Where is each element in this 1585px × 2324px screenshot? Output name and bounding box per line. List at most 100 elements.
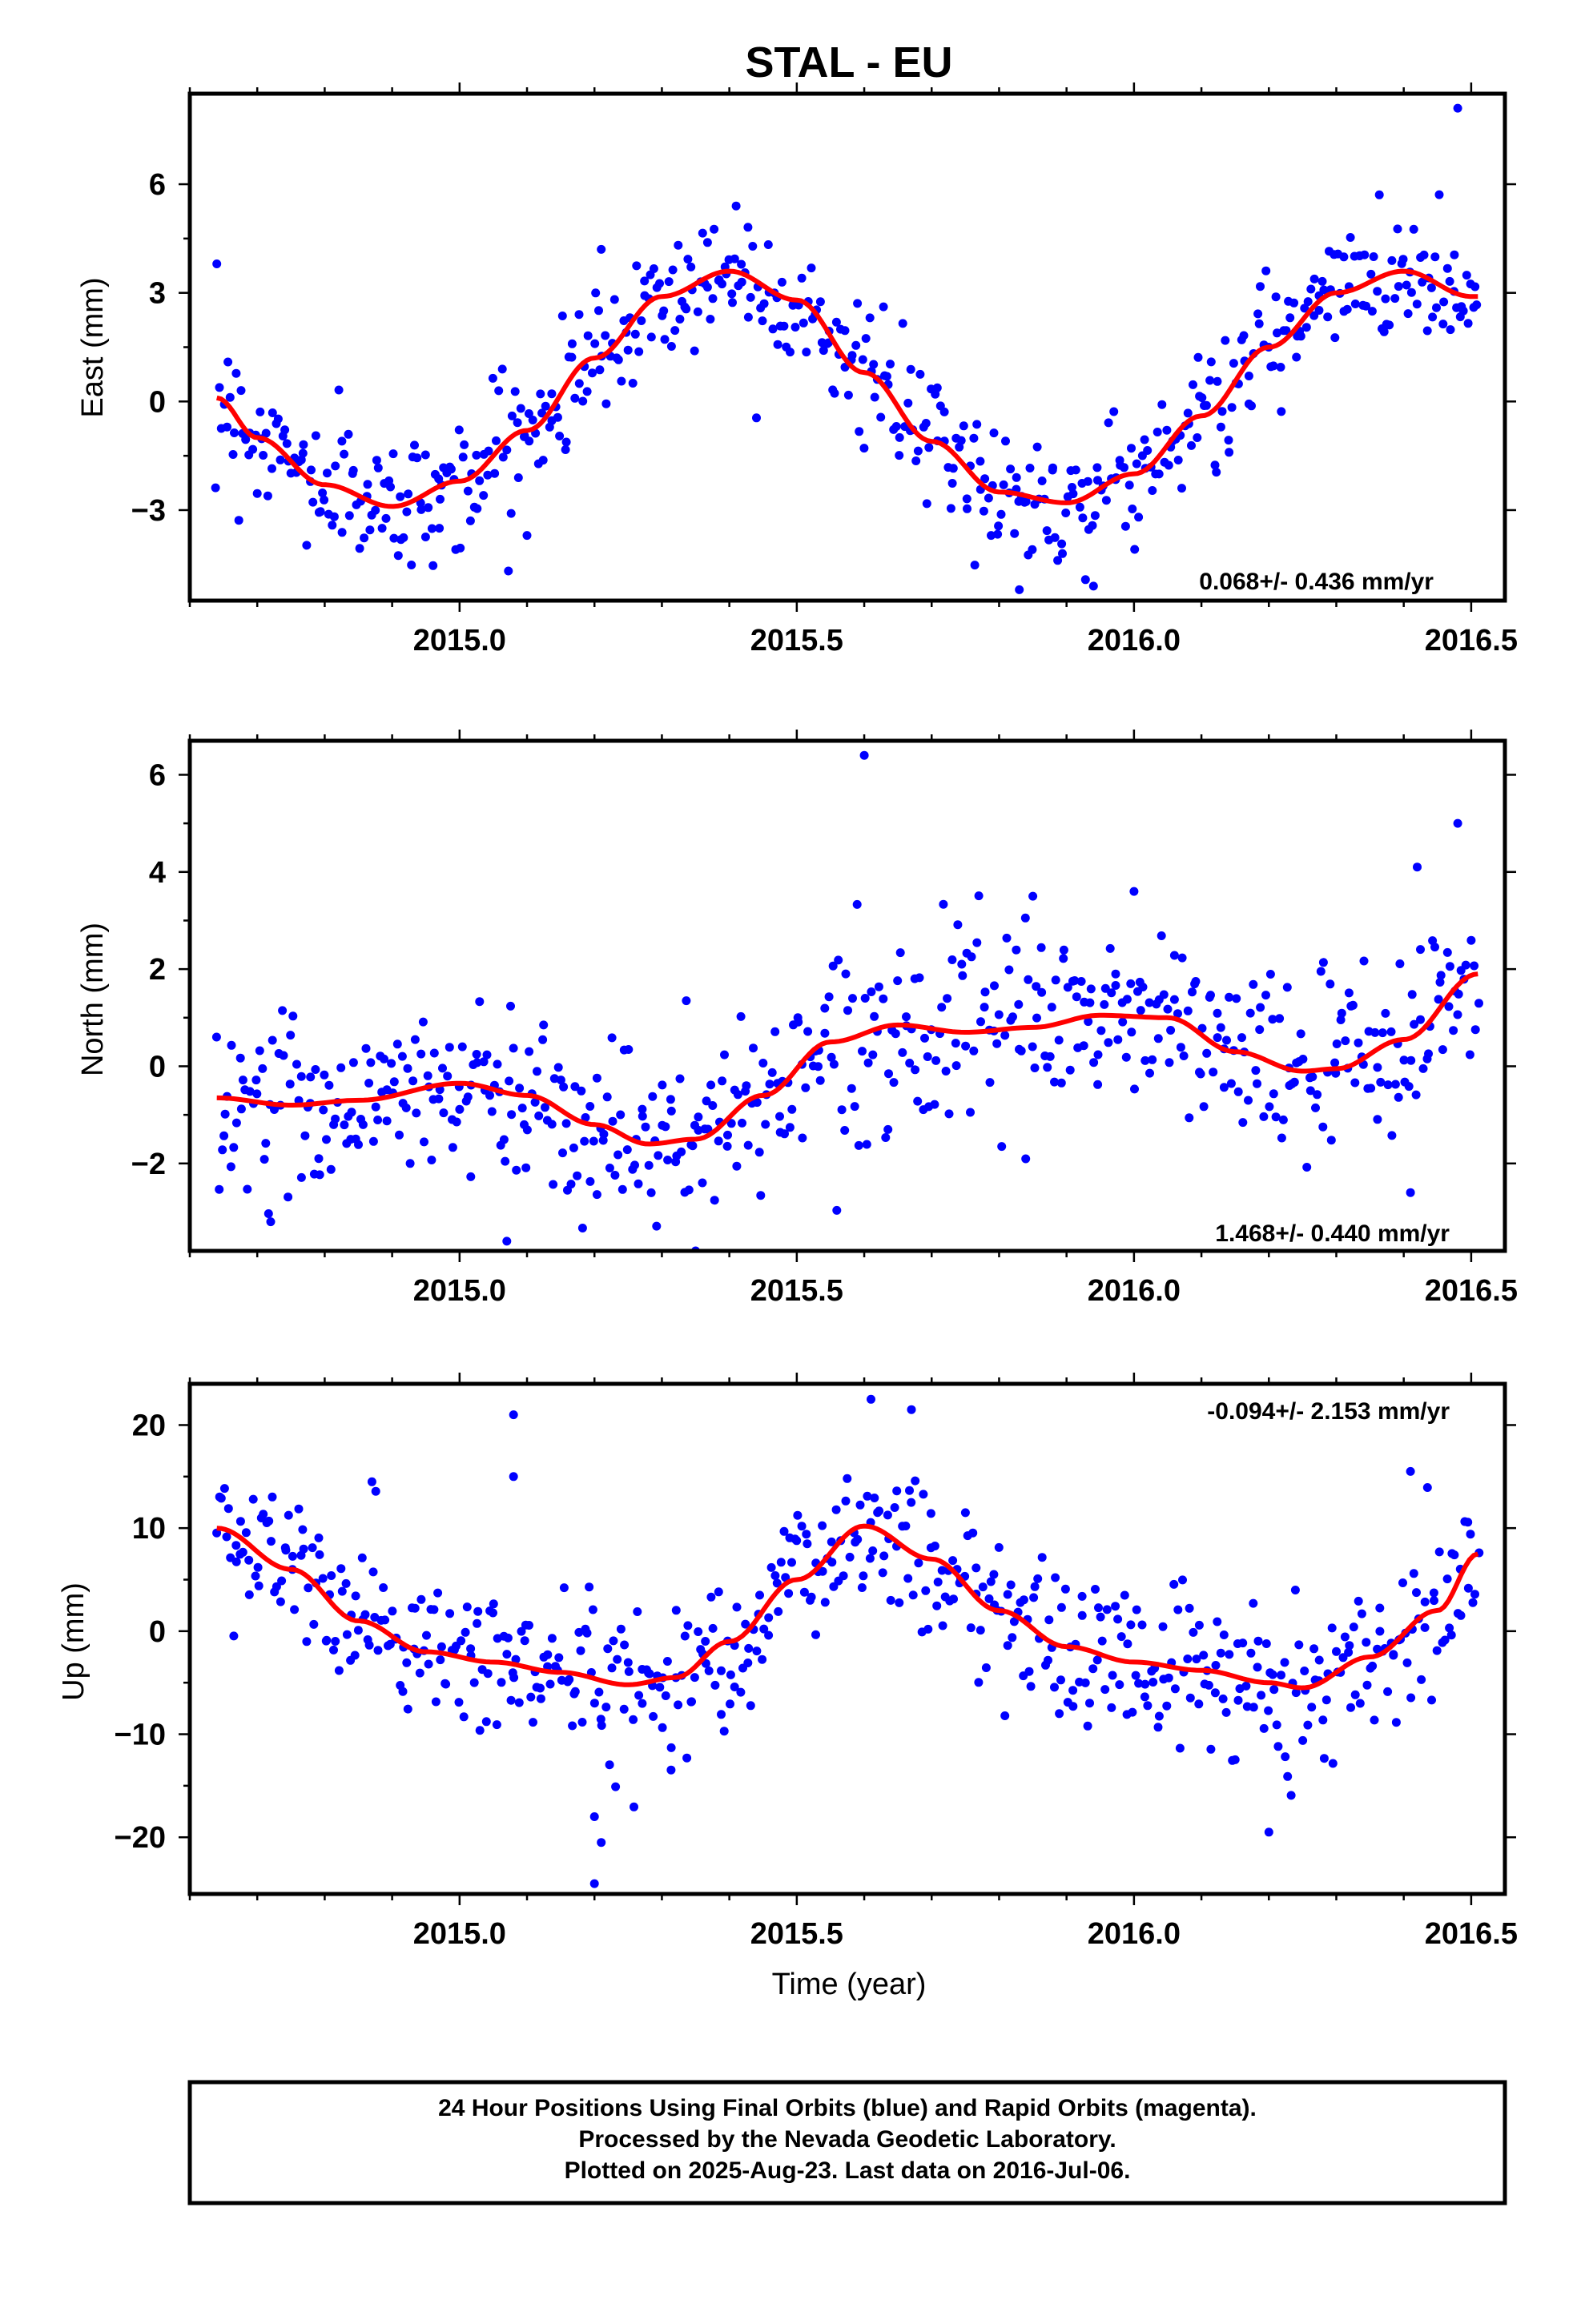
up-data-point — [1362, 1638, 1371, 1647]
north-x-tick-label: 2016.0 — [1088, 1274, 1181, 1308]
north-data-point — [427, 1156, 436, 1164]
up-data-point — [1137, 1620, 1147, 1630]
east-data-point — [869, 360, 879, 369]
up-data-point — [1233, 1695, 1243, 1705]
up-data-point — [1280, 1658, 1289, 1667]
east-data-point — [307, 465, 316, 475]
up-data-point — [304, 1583, 313, 1593]
north-data-point — [429, 1048, 439, 1058]
up-data-point — [559, 1583, 569, 1593]
east-data-point — [932, 383, 942, 392]
east-data-point — [731, 201, 741, 211]
east-data-point — [737, 259, 746, 269]
north-data-point — [610, 1171, 620, 1180]
east-data-point — [212, 259, 222, 268]
north-data-point — [658, 1080, 667, 1090]
north-data-point — [580, 1136, 589, 1146]
east-data-point — [1015, 585, 1024, 594]
north-data-point — [541, 1103, 549, 1112]
up-data-point — [730, 1683, 739, 1691]
north-data-point — [1028, 891, 1038, 901]
up-data-point — [360, 1610, 370, 1619]
east-data-point — [698, 228, 707, 238]
up-data-point — [1375, 1603, 1385, 1613]
north-data-point — [841, 969, 851, 979]
up-data-point — [1092, 1655, 1102, 1665]
up-data-point — [1466, 1530, 1475, 1539]
north-data-point — [592, 1190, 601, 1200]
east-data-point — [660, 335, 670, 344]
east-data-point — [1256, 282, 1265, 292]
footer-line-2: Processed by the Nevada Geodetic Laborat… — [578, 2126, 1116, 2153]
up-y-tick-label: −10 — [115, 1719, 166, 1752]
north-data-point — [512, 1165, 521, 1175]
north-data-point — [1222, 1035, 1231, 1045]
east-data-point — [1277, 407, 1286, 416]
up-data-point — [984, 1594, 994, 1603]
north-data-point — [1111, 981, 1120, 990]
east-data-point — [402, 507, 412, 517]
up-data-point — [342, 1630, 352, 1639]
up-data-point — [371, 1486, 380, 1496]
up-data-point — [547, 1634, 557, 1643]
east-data-point — [640, 276, 650, 286]
up-data-point — [1420, 1622, 1430, 1632]
north-data-point — [558, 1148, 567, 1158]
up-data-point — [662, 1657, 672, 1666]
east-data-point — [748, 242, 758, 251]
north-data-point — [972, 938, 982, 947]
north-data-point — [211, 1032, 221, 1042]
up-data-point — [921, 1586, 931, 1595]
east-data-point — [331, 461, 340, 471]
up-data-point — [774, 1606, 783, 1616]
up-data-point — [1241, 1681, 1251, 1691]
north-data-point — [1008, 1012, 1017, 1022]
north-data-point — [743, 1140, 753, 1150]
up-data-point — [231, 1541, 241, 1550]
up-data-point — [933, 1578, 943, 1586]
east-data-point — [1253, 309, 1263, 319]
up-data-point — [1030, 1582, 1040, 1591]
east-data-point — [1314, 306, 1324, 315]
east-data-point — [1374, 190, 1384, 199]
up-data-point — [611, 1782, 621, 1791]
up-data-point — [1162, 1701, 1172, 1711]
up-data-point — [1355, 1699, 1365, 1708]
north-fit-curve — [216, 971, 1478, 1147]
east-data-point — [1157, 400, 1167, 409]
east-data-point — [1381, 294, 1390, 304]
north-data-point — [403, 1063, 412, 1073]
north-data-point — [218, 1145, 227, 1155]
north-data-point — [794, 1017, 803, 1027]
north-data-point — [1045, 1051, 1055, 1061]
up-data-point — [764, 1630, 774, 1640]
east-data-point — [1366, 269, 1376, 279]
east-data-point — [1050, 533, 1060, 542]
up-data-point — [231, 1557, 241, 1566]
up-data-point — [948, 1556, 958, 1566]
north-data-point — [1381, 1008, 1390, 1018]
east-data-point — [1369, 252, 1378, 261]
north-data-point — [1216, 1023, 1225, 1032]
north-data-point — [862, 1140, 871, 1149]
up-data-point — [1204, 1680, 1213, 1690]
east-data-point — [759, 299, 769, 308]
up-data-point — [277, 1576, 287, 1586]
east-data-point — [460, 440, 469, 449]
up-data-point — [582, 1628, 592, 1638]
east-data-point — [492, 436, 501, 445]
north-data-point — [1176, 1043, 1185, 1052]
north-data-point — [251, 1076, 261, 1085]
east-data-point — [831, 317, 841, 327]
north-y-tick-label: 4 — [149, 856, 166, 890]
up-data-point — [919, 1490, 928, 1499]
up-data-point — [1332, 1647, 1341, 1656]
north-data-point — [710, 1196, 719, 1205]
east-data-point — [972, 420, 982, 429]
north-data-point — [1359, 956, 1369, 966]
up-data-point — [308, 1543, 317, 1553]
up-data-point — [811, 1630, 820, 1639]
up-data-point — [820, 1598, 830, 1607]
north-data-point — [1002, 933, 1012, 943]
east-data-point — [963, 504, 972, 513]
